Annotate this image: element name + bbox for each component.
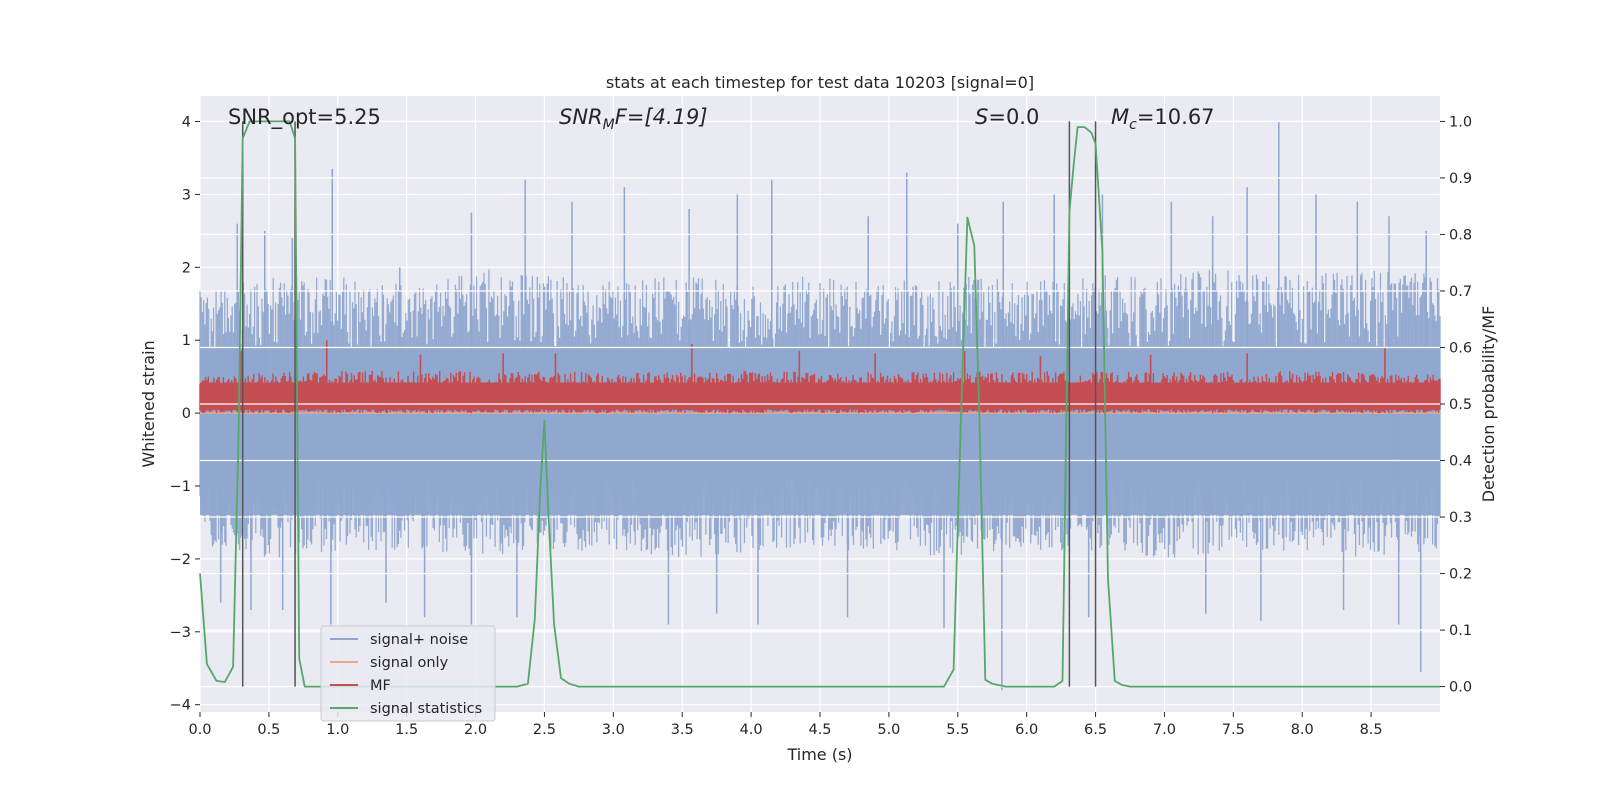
y-left-tick-label-1: 3 (182, 187, 191, 203)
y-right-tick-label-3: 0.7 (1449, 284, 1472, 300)
y-left-tick-label-3: 1 (182, 333, 191, 349)
x-tick-label-14: 7.0 (1153, 722, 1176, 738)
y-right-tick-label-8: 0.2 (1449, 567, 1472, 583)
mf-trace (199, 370, 1441, 414)
y-left-tick-label-0: 4 (182, 115, 191, 131)
legend-box (320, 625, 496, 722)
x-tick-label-13: 6.5 (1084, 722, 1107, 738)
x-tick-label-4: 2.0 (464, 722, 487, 738)
y-right-tick-label-4: 0.6 (1449, 340, 1472, 356)
x-tick-label-6: 3.0 (602, 722, 625, 738)
y-left-tick-label-2: 2 (182, 260, 191, 276)
annotation-mc-sub: c (1129, 117, 1137, 133)
y-axis-left-label: Whitened strain (139, 340, 158, 467)
x-tick-label-10: 5.0 (877, 722, 900, 738)
y-left-tick-label-6: −2 (170, 552, 191, 568)
x-tick-label-2: 1.0 (326, 722, 349, 738)
x-tick-label-5: 2.5 (533, 722, 556, 738)
y-right-tick-label-6: 0.4 (1449, 454, 1472, 470)
annotation-snr-mf-main: SNR (559, 105, 603, 129)
x-tick-label-1: 0.5 (257, 722, 280, 738)
x-tick-label-15: 7.5 (1222, 722, 1245, 738)
x-tick-label-17: 8.5 (1360, 722, 1383, 738)
y-right-tick-label-1: 0.9 (1449, 171, 1472, 187)
annotation-mc-tail: =10.67 (1137, 105, 1215, 129)
annotation-s: S=0.0 (975, 105, 1039, 129)
y-right-tick-label-0: 1.0 (1449, 114, 1472, 130)
y-axis-right-label: Detection probability/MF (1479, 306, 1498, 503)
x-tick-label-3: 1.5 (395, 722, 418, 738)
y-left-tick-label-4: 0 (182, 406, 191, 422)
y-right-tick-label-7: 0.3 (1449, 510, 1472, 526)
y-right-tick-label-5: 0.5 (1449, 397, 1472, 413)
annotation-s-tail: =0.0 (988, 105, 1039, 129)
annotation-snr-opt: SNR_opt=5.25 (228, 105, 381, 130)
y-right-tick-label-10: 0.0 (1449, 680, 1472, 696)
legend-label-mf: MF (370, 678, 391, 694)
x-tick-label-11: 5.5 (946, 722, 969, 738)
legend-label-signal-noise: signal+ noise (370, 632, 468, 648)
x-tick-label-9: 4.5 (808, 722, 831, 738)
legend-label-signal-only: signal only (370, 655, 449, 671)
y-right-tick-label-2: 0.8 (1449, 227, 1472, 243)
annotation-s-main: S (975, 105, 988, 129)
tick-labels: 0.0 0.5 1.0 1.5 2.0 2.5 3.0 3.5 4.0 4.5 5.0 5.5 6.0 6… (170, 114, 1472, 738)
chart-title: stats at each timestep for test data 102… (606, 73, 1034, 92)
annotation-mc: Mc=10.67 (1111, 105, 1215, 133)
statistics-series-layer (199, 120, 1440, 688)
x-tick-label-8: 4.0 (740, 722, 763, 738)
annotation-snr-mf-sub: M (603, 117, 615, 133)
x-tick-label-0: 0.0 (188, 722, 211, 738)
annotation-snr-mf-tail: F=[4.19] (615, 105, 708, 129)
annotation-snr-mf: SNRMF=[4.19] (559, 105, 708, 133)
legend-label-signal-statistics: signal statistics (370, 701, 482, 717)
signal-statistics-line (199, 120, 1440, 688)
y-right-tick-label-9: 0.1 (1449, 623, 1472, 639)
x-axis-label: Time (s) (786, 745, 852, 764)
x-tick-label-7: 3.5 (671, 722, 694, 738)
y-left-tick-label-5: −1 (170, 479, 191, 495)
x-tick-label-12: 6.0 (1015, 722, 1038, 738)
y-left-tick-label-7: −3 (170, 625, 191, 641)
grid-overlay (200, 120, 1440, 688)
y-left-tick-label-8: −4 (170, 698, 191, 714)
x-tick-label-16: 8.0 (1291, 722, 1314, 738)
noise-series-layer (199, 121, 1441, 691)
annotation-mc-main: M (1111, 105, 1129, 129)
legend: signal+ noise signal only MF signal stat… (320, 625, 496, 722)
mf-series-layer (199, 340, 1441, 414)
